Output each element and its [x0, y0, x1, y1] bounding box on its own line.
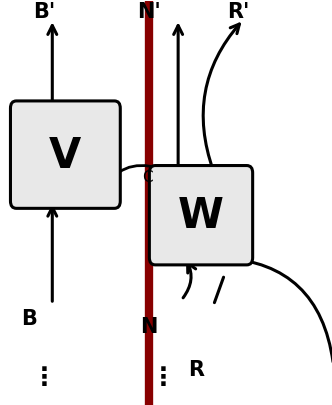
Text: W: W [178, 195, 224, 237]
Text: B': B' [33, 2, 55, 22]
Text: R': R' [227, 2, 250, 22]
Text: B: B [22, 309, 38, 328]
Text: N: N [140, 316, 157, 337]
Text: N': N' [137, 2, 161, 22]
Text: C: C [142, 170, 153, 185]
FancyBboxPatch shape [11, 102, 120, 209]
FancyBboxPatch shape [149, 166, 253, 265]
Text: ⋮: ⋮ [32, 365, 57, 389]
Text: ⋮: ⋮ [151, 365, 176, 389]
Text: R: R [188, 359, 204, 379]
Text: V: V [49, 134, 81, 176]
